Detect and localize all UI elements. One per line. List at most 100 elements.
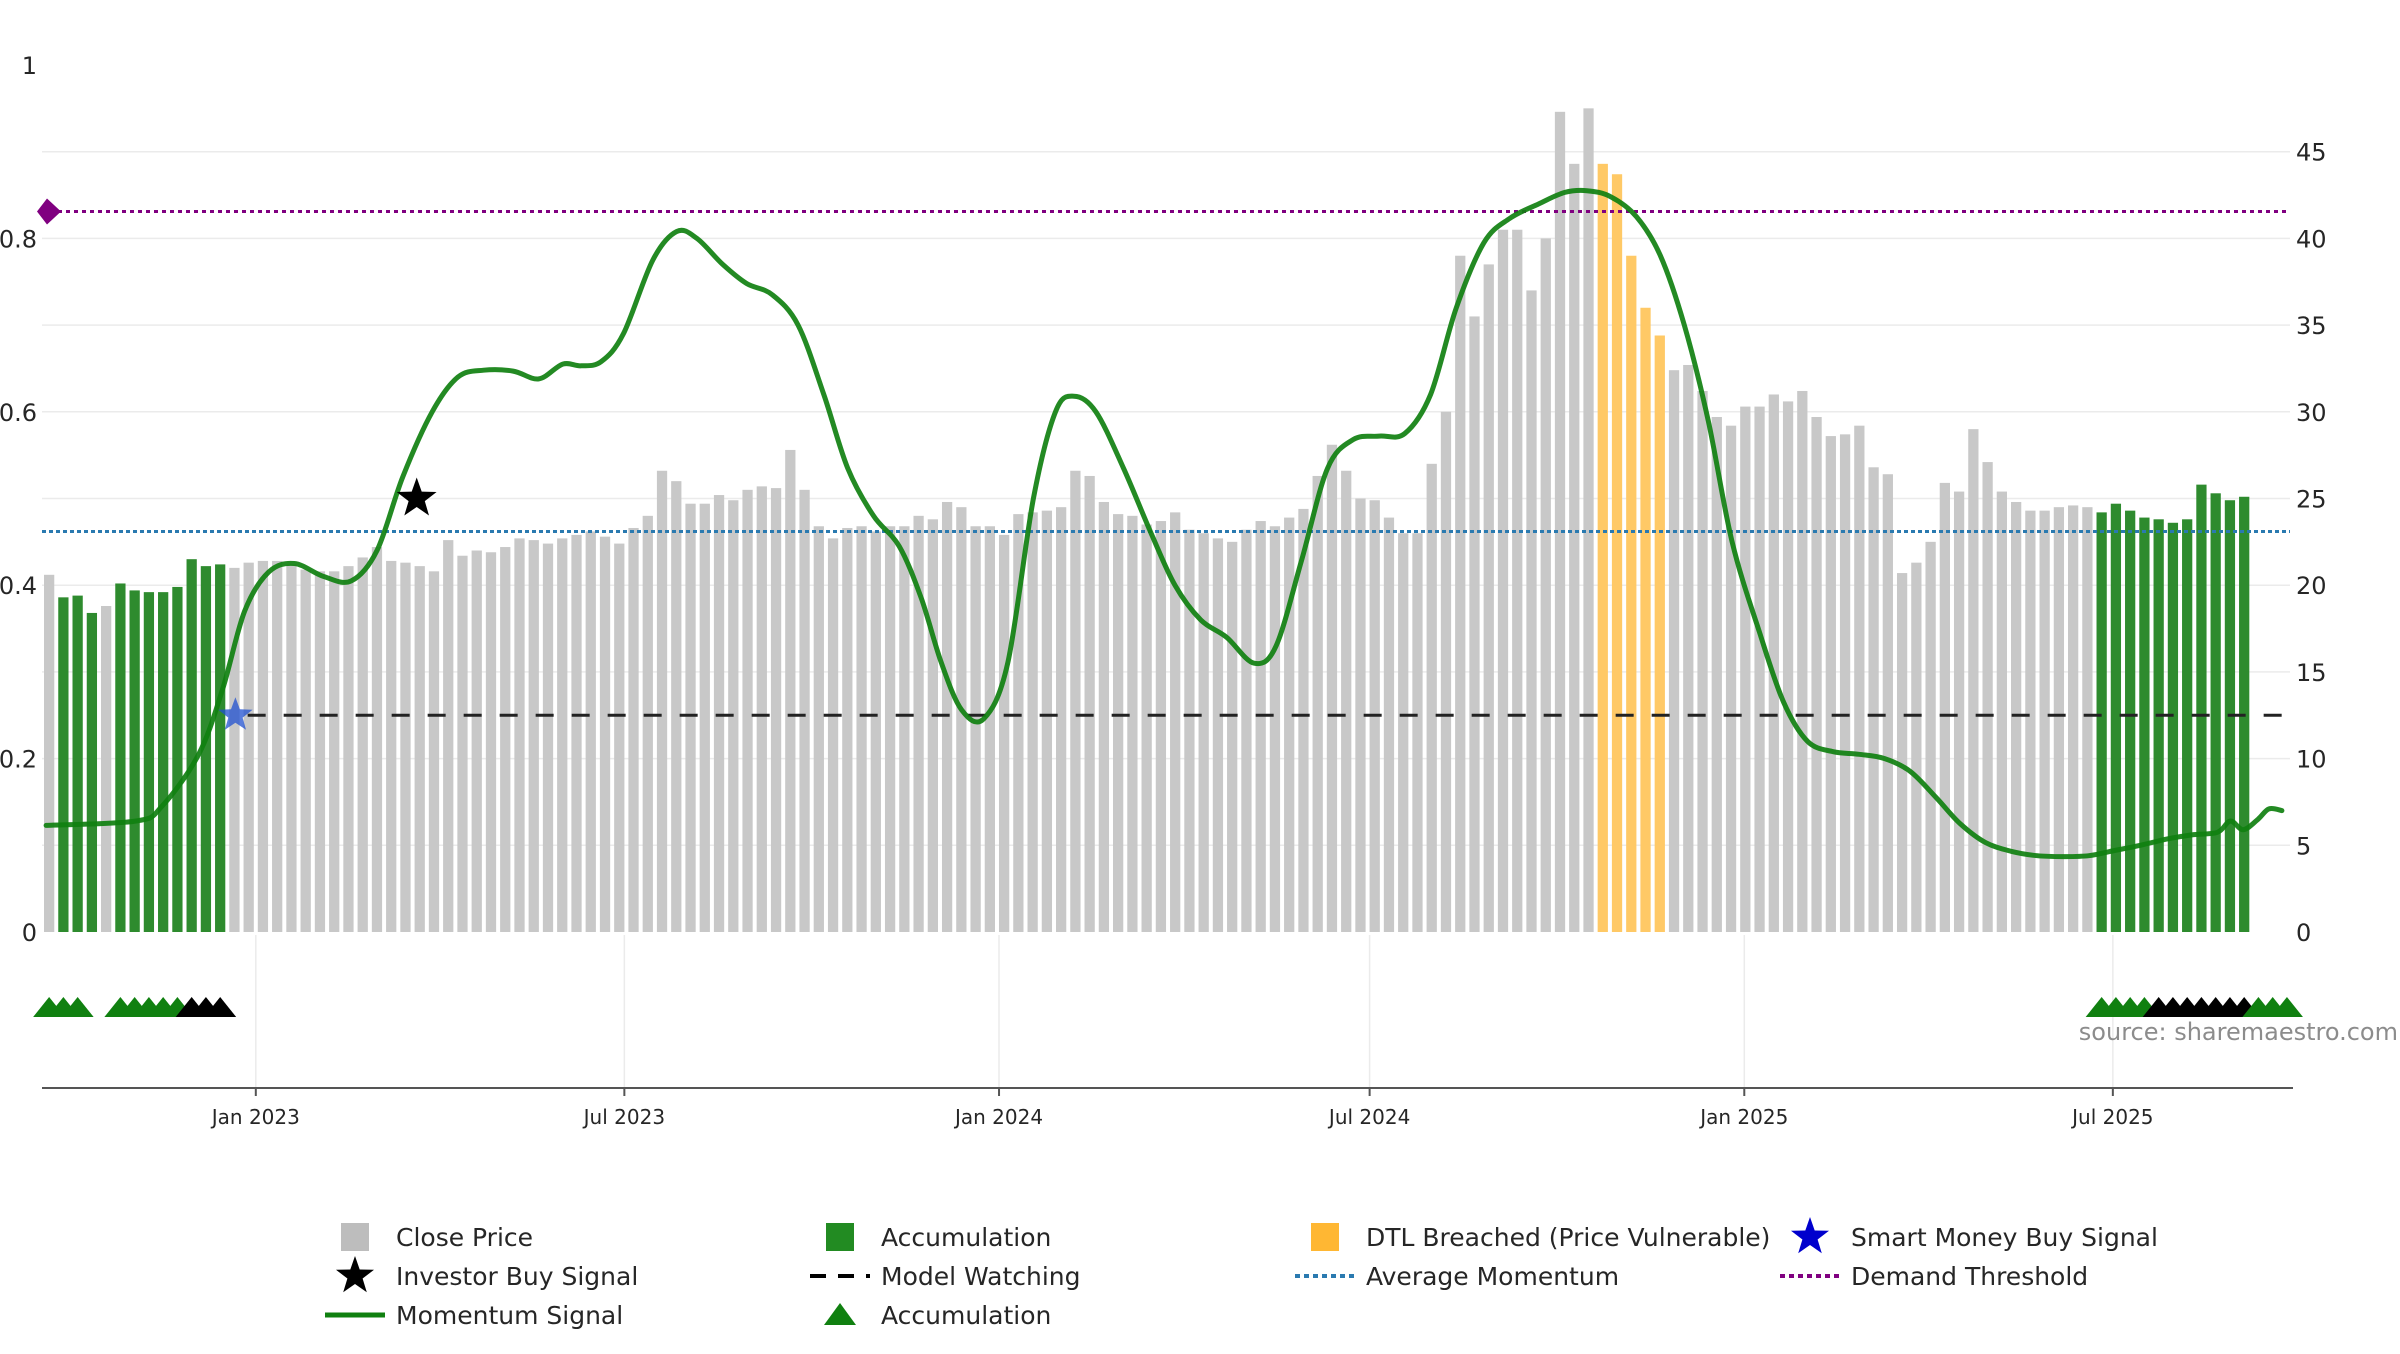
close-price-bar-20	[329, 571, 340, 932]
close-price-bar-23	[371, 547, 383, 932]
accumulation-bar-145	[2110, 503, 2122, 932]
close-price-bar-24	[386, 560, 397, 932]
close-price-bar-143	[2082, 507, 2093, 932]
accumulation-bar-6	[129, 590, 140, 932]
close-price-bar-58	[870, 531, 881, 932]
close-price-bar-92	[1355, 498, 1366, 932]
close-price-bar-76	[1127, 515, 1138, 932]
legend-item-8: Momentum Signal	[325, 1301, 623, 1330]
close-price-bar-116	[1697, 390, 1708, 932]
close-price-bar-55	[827, 538, 839, 932]
close-price-bar-30	[471, 550, 482, 932]
close-price-bar-84	[1241, 529, 1252, 932]
close-price-bar-64	[956, 507, 967, 932]
close-price-bar-63	[941, 501, 953, 932]
accumulation-bar-5	[115, 583, 126, 932]
close-price-bar-21	[343, 566, 354, 932]
close-price-bar-61	[913, 515, 924, 932]
close-price-bar-75	[1113, 514, 1124, 932]
close-price-bar-103	[1512, 229, 1523, 933]
legend-label-5: Model Watching	[881, 1262, 1081, 1291]
y-left-tick-label-0: 0	[22, 919, 37, 947]
close-price-bar-139	[2025, 510, 2036, 932]
x-tick-label-2: Jan 2024	[953, 1105, 1043, 1129]
close-price-bar-97	[1426, 463, 1437, 932]
legend-item-7: Demand Threshold	[1780, 1262, 2088, 1291]
close-price-bar-118	[1725, 425, 1737, 932]
close-price-bar-83	[1227, 541, 1238, 932]
dtl-breached-bar-111	[1626, 255, 1637, 933]
close-price-bar-99	[1455, 255, 1466, 933]
close-price-bar-31	[485, 552, 497, 932]
close-price-bar-101	[1483, 264, 1494, 932]
x-tick-label-4: Jan 2025	[1698, 1105, 1788, 1129]
legend-item-4: Investor Buy Signal	[336, 1256, 638, 1293]
close-price-bar-44	[671, 481, 682, 932]
legend: Close Price Accumulation DTL Breached (Pri…	[325, 1217, 2158, 1330]
accumulation-bar-144	[2096, 512, 2107, 932]
legend-marker-1	[826, 1223, 854, 1251]
close-price-bar-53	[799, 489, 810, 932]
x-tick-label-5: Jul 2025	[2070, 1105, 2153, 1129]
close-price-bar-16	[272, 560, 283, 932]
close-price-bar-134	[1953, 491, 1965, 932]
accumulation-bar-9	[172, 586, 183, 932]
y-right-tick-label-0: 0	[2296, 919, 2311, 947]
legend-label-7: Demand Threshold	[1851, 1262, 2088, 1291]
legend-item-3: Smart Money Buy Signal	[1791, 1217, 2158, 1254]
y-left-tick-label-1: 0.2	[0, 746, 37, 774]
close-price-bar-124	[1811, 417, 1822, 932]
close-price-bar-13	[229, 567, 240, 932]
y-right-tick-label-9: 45	[2296, 139, 2327, 167]
y-right-tick-label-8: 40	[2296, 225, 2327, 253]
source-label: source: sharemaestro.com	[2079, 1018, 2398, 1046]
close-price-bar-98	[1440, 411, 1452, 932]
close-price-bar-130	[1896, 573, 1908, 932]
close-price-bar-125	[1825, 436, 1836, 932]
close-price-bar-141	[2053, 507, 2065, 932]
legend-marker-0	[341, 1223, 369, 1251]
close-price-bar-57	[856, 526, 867, 932]
y-left-tick-label-4: 0.8	[0, 225, 37, 253]
legend-marker-2	[1311, 1223, 1339, 1251]
close-price-bar-39	[599, 536, 611, 932]
close-price-bar-85	[1255, 521, 1266, 932]
accumulation-bar-152	[2210, 493, 2221, 932]
close-price-bar-114	[1668, 370, 1680, 933]
close-price-bar-29	[457, 555, 468, 932]
y-right-tick-label-6: 30	[2296, 399, 2327, 427]
close-price-bar-59	[884, 526, 896, 932]
y-left-tick-label-3: 0.6	[0, 399, 37, 427]
close-price-bar-122	[1782, 401, 1794, 932]
close-price-bar-41	[628, 527, 639, 932]
close-price-bar-100	[1469, 316, 1480, 932]
close-price-bar-117	[1711, 417, 1722, 932]
close-price-bar-119	[1740, 406, 1751, 932]
close-price-bar-33	[514, 538, 525, 932]
close-price-bar-40	[614, 543, 625, 932]
dtl-breached-bar-110	[1611, 174, 1623, 932]
accumulation-bar-3	[86, 612, 98, 932]
close-price-bar-45	[685, 503, 696, 932]
dtl-breached-bar-109	[1597, 163, 1608, 932]
accumulation-bar-1	[58, 597, 69, 932]
close-price-bar-62	[927, 519, 938, 932]
close-price-bar-108	[1583, 108, 1594, 933]
close-price-bar-36	[557, 538, 568, 932]
close-price-bar-94	[1383, 517, 1395, 932]
close-price-bar-15	[257, 560, 269, 932]
investor-buy-signal-marker	[396, 477, 437, 516]
close-price-bar-74	[1098, 501, 1110, 932]
close-price-bar-120	[1754, 406, 1765, 932]
close-price-bar-87	[1284, 517, 1295, 932]
legend-label-8: Momentum Signal	[396, 1301, 623, 1330]
legend-label-6: Average Momentum	[1366, 1262, 1619, 1291]
legend-item-9: Accumulation	[824, 1301, 1051, 1330]
close-price-bar-25	[400, 562, 411, 932]
legend-label-3: Smart Money Buy Signal	[1851, 1223, 2158, 1252]
smart-money-buy-signal-marker	[218, 697, 253, 730]
close-price-bar-140	[2039, 510, 2050, 932]
accumulation-bar-151	[2196, 484, 2207, 932]
close-price-bar-68	[1013, 514, 1024, 932]
